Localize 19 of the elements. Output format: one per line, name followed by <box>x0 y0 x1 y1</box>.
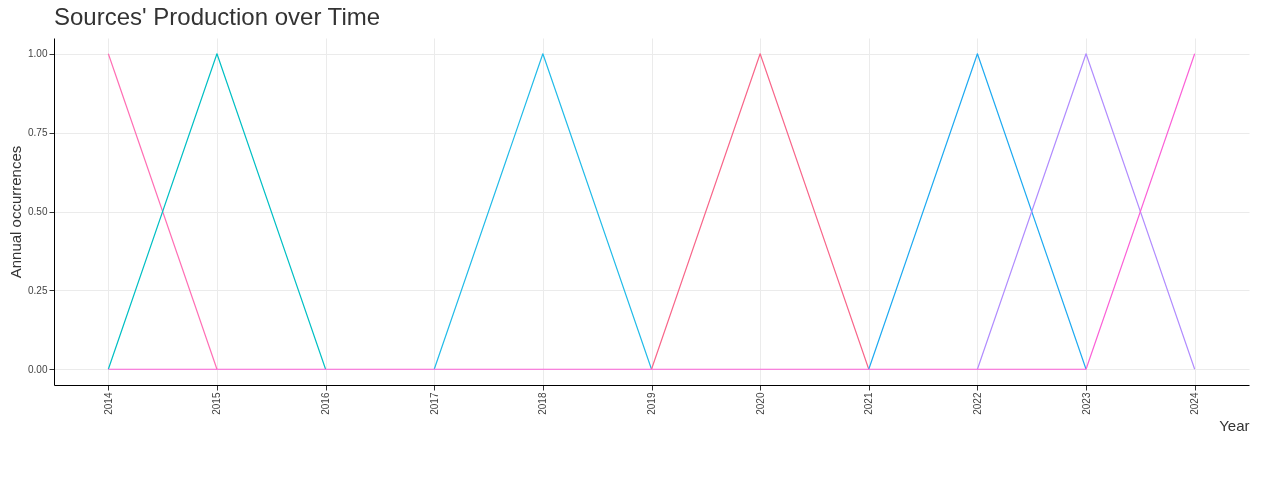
x-tick-label: 2019 <box>646 392 657 415</box>
x-tick-label: 2018 <box>537 392 549 415</box>
x-tick-label: 2015 <box>211 392 223 415</box>
y-tick-label: 0.75 <box>28 127 48 139</box>
y-tick-label: 0.00 <box>28 363 48 375</box>
y-tick-label: 0.25 <box>28 284 48 296</box>
x-tick-label: 2022 <box>971 392 983 415</box>
y-tick-label: 1.00 <box>28 48 48 60</box>
x-tick-label: 2017 <box>428 392 440 415</box>
x-axis-title: Year <box>1219 416 1250 434</box>
x-tick-label: 2021 <box>863 392 875 415</box>
x-tick-label: 2014 <box>102 392 114 415</box>
y-tick-label: 0.50 <box>28 206 48 217</box>
x-tick-label: 2023 <box>1080 392 1092 415</box>
x-tick-label: 2020 <box>754 392 766 415</box>
x-tick-label: 2024 <box>1189 392 1201 415</box>
chart-title: Sources' Production over Time <box>54 3 381 30</box>
x-tick-label: 2016 <box>320 392 332 415</box>
y-axis-title: Annual occurrences <box>7 145 25 279</box>
